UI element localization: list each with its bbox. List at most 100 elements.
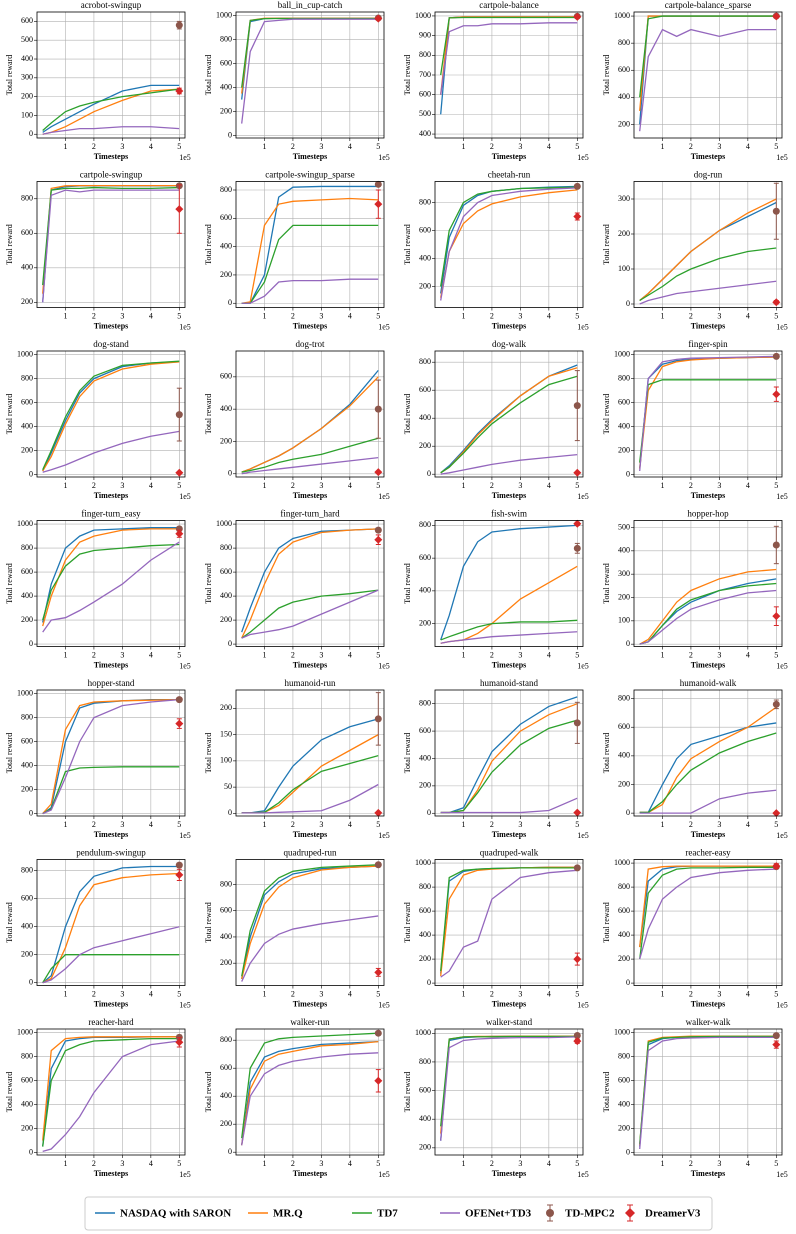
series-line — [241, 18, 379, 124]
marker — [573, 864, 581, 872]
y-tick-label: 0 — [29, 469, 33, 478]
y-tick-label: 800 — [220, 543, 232, 552]
x-tick-label: 1 — [262, 311, 266, 320]
y-axis-label: Total reward — [204, 902, 213, 943]
y-tick-label: 0 — [228, 1147, 232, 1156]
y-tick-label: 800 — [618, 882, 630, 891]
x-tick-label: 5 — [774, 820, 778, 829]
x-tick-label: 2 — [490, 481, 494, 490]
x-tick-label: 2 — [490, 989, 494, 998]
y-tick-label: 0 — [228, 130, 232, 139]
x-tick-label: 4 — [746, 820, 750, 829]
x-offset-label: 1e5 — [179, 492, 191, 501]
subplot: finger-spin 0 200 400 600 800 1000 1 2 3 4 5 Timeste… — [602, 339, 788, 501]
legend-box — [84, 1196, 713, 1231]
y-tick-label: 1000 — [17, 1027, 33, 1036]
y-tick-label: 1000 — [216, 10, 232, 19]
x-axis-label: Timesteps — [293, 321, 328, 330]
y-axis-label: Total reward — [5, 563, 14, 604]
plot-frame — [36, 350, 186, 478]
x-tick-label: 2 — [291, 650, 295, 659]
x-tick-label: 5 — [575, 1159, 579, 1168]
y-tick-label: 200 — [220, 270, 232, 279]
series-line — [440, 524, 578, 641]
x-tick-label: 3 — [518, 311, 522, 320]
series-line — [440, 797, 578, 814]
y-tick-label: 800 — [21, 866, 33, 875]
y-tick-label: 600 — [419, 385, 431, 394]
x-axis-label: Timesteps — [492, 830, 527, 839]
x-tick-label: 3 — [319, 311, 323, 320]
y-tick-label: 100 — [220, 756, 232, 765]
marker — [175, 719, 184, 728]
y-tick-label: 200 — [220, 958, 232, 967]
y-tick-label: 200 — [419, 781, 431, 790]
x-axis-label: Timesteps — [94, 1169, 129, 1178]
x-tick-label: 5 — [376, 650, 380, 659]
x-tick-label: 1 — [461, 1159, 465, 1168]
y-tick-label: 400 — [419, 253, 431, 262]
y-axis-label: Total reward — [403, 224, 412, 265]
series-line — [42, 954, 180, 984]
subplot-title: humanoid-stand — [480, 678, 538, 688]
subplot-title: finger-turn_hard — [280, 509, 340, 519]
y-tick-label: 100 — [21, 110, 33, 119]
marker — [573, 1037, 582, 1046]
y-tick-label: 150 — [220, 729, 232, 738]
x-tick-label: 4 — [348, 820, 352, 829]
x-tick-label: 2 — [291, 820, 295, 829]
x-tick-label: 1 — [660, 820, 664, 829]
marker — [374, 808, 383, 817]
x-tick-label: 3 — [518, 1159, 522, 1168]
series-line — [42, 1037, 180, 1147]
x-tick-label: 2 — [689, 989, 693, 998]
x-tick-label: 5 — [774, 1159, 778, 1168]
series-line — [42, 189, 180, 303]
plot-frame — [633, 1028, 783, 1156]
x-tick-label: 1 — [63, 820, 67, 829]
x-axis-label: Timesteps — [94, 830, 129, 839]
series-line — [639, 568, 777, 645]
series-line — [639, 732, 777, 814]
subplot-title: finger-turn_easy — [81, 509, 141, 519]
marker — [175, 86, 184, 95]
x-tick-label: 4 — [547, 650, 551, 659]
x-offset-label: 1e5 — [776, 1170, 788, 1179]
x-axis-label: Timesteps — [492, 1169, 527, 1178]
series-line — [241, 589, 379, 639]
series-line — [42, 88, 180, 131]
y-tick-label: 800 — [618, 38, 630, 47]
subplot: walker-walk 0 200 400 600 800 1000 1 2 3 4 5 Timeste… — [602, 1017, 788, 1179]
y-tick-label: 600 — [21, 16, 33, 25]
y-axis-label: Total reward — [602, 224, 611, 265]
x-tick-label: 3 — [319, 820, 323, 829]
x-tick-label: 4 — [149, 1159, 153, 1168]
subplot: walker-run 0 200 400 600 800 1 2 3 4 5 Timesteps 1e5… — [204, 1017, 390, 1179]
y-tick-label: 400 — [21, 760, 33, 769]
y-tick-label: 0 — [228, 469, 232, 478]
y-tick-label: 800 — [618, 373, 630, 382]
y-tick-label: 600 — [220, 58, 232, 67]
x-tick-label: 4 — [348, 311, 352, 320]
series-line — [440, 187, 578, 301]
x-axis-label: Timesteps — [293, 1169, 328, 1178]
y-tick-label: 200 — [220, 703, 232, 712]
marker — [573, 12, 582, 21]
y-tick-label: 500 — [21, 35, 33, 44]
y-tick-label: 400 — [220, 1091, 232, 1100]
y-tick-label: 200 — [618, 445, 630, 454]
marker — [374, 405, 382, 413]
y-tick-label: 300 — [618, 194, 630, 203]
x-tick-label: 2 — [689, 820, 693, 829]
x-tick-label: 2 — [490, 142, 494, 151]
y-tick-label: 200 — [220, 106, 232, 115]
marker — [772, 12, 781, 21]
series-line — [42, 527, 180, 623]
legend-label: TD-MPC2 — [565, 1208, 615, 1220]
y-tick-label: 0 — [228, 808, 232, 817]
marker — [772, 390, 781, 399]
plot-frame — [36, 520, 186, 647]
plot-frame — [235, 1028, 385, 1156]
x-axis-label: Timesteps — [691, 491, 726, 500]
x-tick-label: 4 — [348, 1159, 352, 1168]
